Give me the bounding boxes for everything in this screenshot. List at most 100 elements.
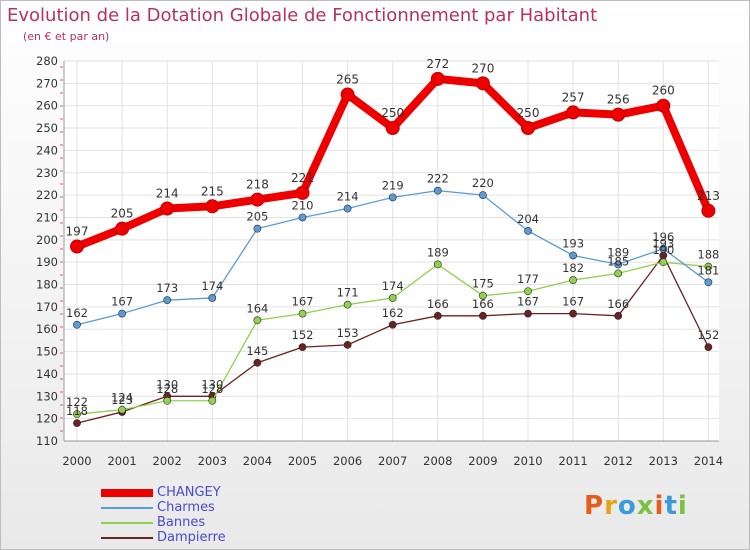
data-label-bannes: 189 bbox=[427, 245, 449, 259]
data-point-changey bbox=[385, 121, 400, 136]
data-point-bannes bbox=[478, 291, 487, 300]
data-point-charmes bbox=[388, 193, 397, 202]
data-point-dampierre bbox=[253, 358, 262, 367]
logo-letter: i bbox=[677, 491, 688, 521]
data-point-bannes bbox=[704, 262, 713, 271]
data-label-charmes: 193 bbox=[562, 236, 584, 250]
data-point-bannes bbox=[253, 316, 262, 325]
x-tick-label: 2000 bbox=[62, 454, 91, 468]
legend-item-dampierre: Dampierre bbox=[101, 530, 361, 545]
data-label-dampierre: 130 bbox=[201, 377, 223, 391]
data-label-bannes: 171 bbox=[337, 286, 359, 300]
data-label-bannes: 167 bbox=[292, 295, 314, 309]
data-label-dampierre: 166 bbox=[607, 297, 629, 311]
data-point-changey bbox=[160, 201, 175, 216]
data-label-bannes: 128 bbox=[156, 382, 178, 396]
data-point-changey bbox=[566, 105, 581, 120]
data-label-charmes: 204 bbox=[517, 212, 539, 226]
data-label-bannes: 188 bbox=[697, 248, 719, 262]
x-tick-label: 2001 bbox=[107, 454, 136, 468]
y-tick-label: 220 bbox=[36, 188, 58, 202]
logo-letter: i bbox=[654, 491, 665, 521]
y-tick-label: 200 bbox=[36, 233, 58, 247]
data-label-charmes: 167 bbox=[111, 295, 133, 309]
legend-item-bannes: Bannes bbox=[101, 515, 361, 530]
legend-label: Charmes bbox=[157, 500, 215, 515]
data-label-dampierre: 162 bbox=[382, 306, 404, 320]
data-point-bannes bbox=[614, 269, 623, 278]
data-label-changey: 221 bbox=[291, 171, 314, 185]
x-tick-label: 2009 bbox=[468, 454, 497, 468]
data-point-bannes bbox=[163, 396, 172, 405]
y-tick-label: 150 bbox=[36, 345, 58, 359]
data-label-changey: 257 bbox=[562, 90, 585, 104]
x-tick-label: 2013 bbox=[649, 454, 678, 468]
data-point-charmes bbox=[208, 294, 217, 302]
x-tick-label: 2007 bbox=[378, 454, 407, 468]
data-point-changey bbox=[701, 203, 716, 218]
data-label-charmes: 181 bbox=[697, 263, 719, 277]
x-tick-label: 2003 bbox=[198, 454, 227, 468]
data-point-dampierre bbox=[388, 320, 397, 329]
data-point-charmes bbox=[569, 251, 577, 260]
data-point-changey bbox=[430, 71, 445, 86]
data-label-changey: 250 bbox=[517, 106, 540, 120]
data-label-dampierre: 152 bbox=[292, 328, 314, 342]
data-point-dampierre bbox=[569, 309, 577, 318]
data-point-dampierre bbox=[704, 343, 713, 352]
data-label-dampierre: 166 bbox=[472, 297, 494, 311]
data-label-charmes: 205 bbox=[246, 210, 268, 224]
data-point-changey bbox=[205, 199, 220, 214]
data-point-bannes bbox=[208, 396, 217, 405]
y-tick-label: 140 bbox=[36, 367, 58, 381]
legend-item-charmes: Charmes bbox=[101, 500, 361, 515]
data-label-charmes: 219 bbox=[382, 178, 404, 192]
legend-swatch bbox=[101, 537, 153, 539]
data-point-charmes bbox=[614, 260, 623, 269]
data-point-dampierre bbox=[614, 311, 623, 320]
data-label-dampierre: 123 bbox=[111, 393, 133, 407]
data-point-charmes bbox=[433, 186, 442, 195]
data-label-charmes: 220 bbox=[472, 176, 494, 190]
y-tick-label: 170 bbox=[36, 300, 58, 314]
proxiti-logo: Proxiti bbox=[584, 491, 688, 521]
data-point-dampierre bbox=[478, 311, 487, 320]
data-point-charmes bbox=[73, 320, 81, 329]
data-label-bannes: 190 bbox=[652, 243, 674, 257]
x-tick-label: 2012 bbox=[604, 454, 633, 468]
data-label-charmes: 214 bbox=[337, 190, 359, 204]
data-label-changey: 272 bbox=[426, 57, 449, 71]
data-point-bannes bbox=[343, 300, 352, 309]
y-tick-label: 110 bbox=[36, 434, 58, 448]
data-point-changey bbox=[295, 185, 310, 200]
y-tick-label: 260 bbox=[36, 99, 58, 113]
x-tick-label: 2010 bbox=[513, 454, 542, 468]
data-label-charmes: 189 bbox=[607, 245, 629, 259]
data-label-changey: 270 bbox=[471, 61, 494, 75]
data-label-charmes: 196 bbox=[652, 230, 674, 244]
data-label-changey: 214 bbox=[156, 187, 179, 201]
data-label-bannes: 124 bbox=[111, 391, 133, 405]
data-point-changey bbox=[656, 98, 671, 113]
logo-letter: x bbox=[636, 491, 655, 521]
data-label-bannes: 182 bbox=[562, 261, 584, 275]
x-tick-label: 2002 bbox=[153, 454, 182, 468]
data-label-bannes: 174 bbox=[382, 279, 404, 293]
data-point-bannes bbox=[659, 258, 668, 267]
data-label-changey: 205 bbox=[111, 207, 134, 221]
data-label-dampierre: 145 bbox=[246, 344, 268, 358]
data-label-dampierre: 130 bbox=[156, 377, 178, 391]
y-tick-label: 270 bbox=[36, 76, 58, 90]
data-point-charmes bbox=[118, 309, 126, 318]
legend-label: Dampierre bbox=[157, 530, 226, 545]
data-label-changey: 260 bbox=[652, 84, 675, 98]
data-point-bannes bbox=[388, 294, 397, 302]
data-point-charmes bbox=[343, 204, 352, 213]
data-label-changey: 197 bbox=[66, 225, 89, 239]
x-tick-label: 2008 bbox=[423, 454, 452, 468]
data-point-charmes bbox=[163, 296, 172, 305]
x-tick-label: 2006 bbox=[333, 454, 362, 468]
data-point-changey bbox=[250, 192, 265, 207]
legend-label: Bannes bbox=[157, 515, 206, 530]
data-point-charmes bbox=[253, 224, 262, 233]
